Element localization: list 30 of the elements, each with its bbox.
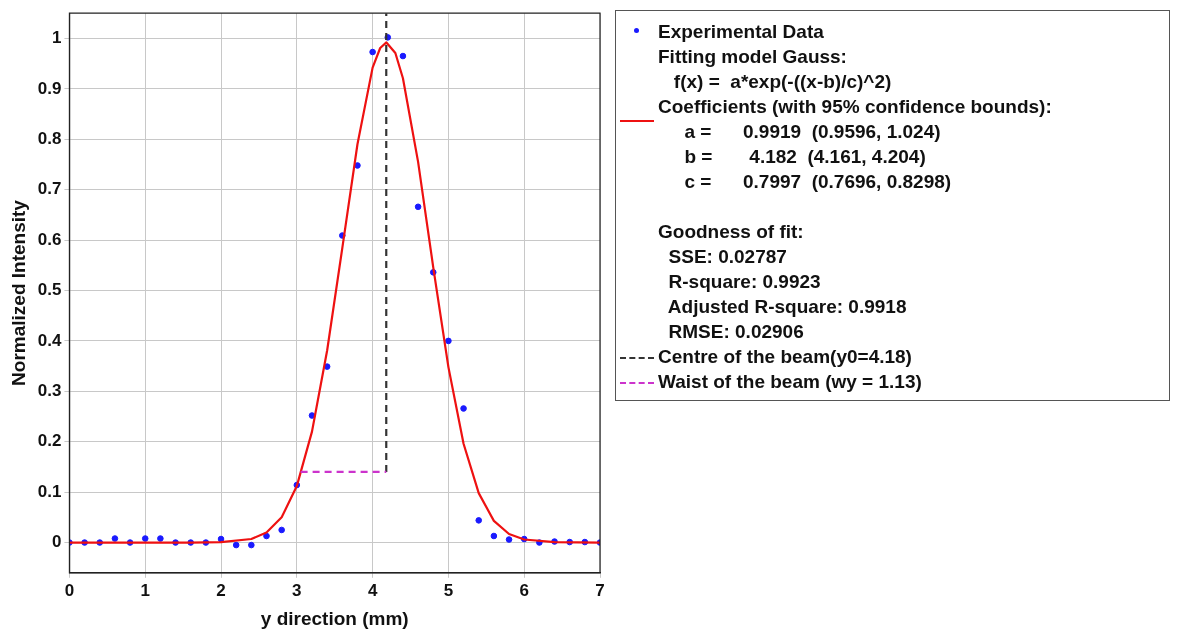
legend-label: Experimental Data [658,20,824,44]
y-tick-label: 0.3 [37,381,62,400]
y-axis-title: Normalized Intensity [7,199,29,386]
y-tick-label: 1 [51,28,62,48]
y-tick-label: 0.7 [37,179,62,199]
legend-label: Waist of the beam (wy = 1.13) [658,370,922,394]
y-tick-label: 0.1 [37,481,62,501]
y-tick-label: 0.5 [37,280,62,300]
x-tick-label: 3 [292,580,302,600]
y-tick-label: 0.8 [37,128,62,148]
x-tick-label: 4 [367,580,378,600]
text: RMSE: 0.02906 [667,320,804,344]
y-tick-label: 0 [51,532,62,552]
legend-label: Fitting model Gauss: f(x) = a*exp(-((x-b)/c)^2) Coefficients (with 95% confidence bounds): a = 0.9919 (0.9596, 1.024) b = 4.182 (4.161, 4.204) c = 0.7997 (0.7696, 0.8298) [658,45,1052,194]
y-tick-label: 0.4 [37,330,62,350]
x-axis-title: y direction (mm) [260,607,409,629]
y-tick-label: 0.9 [37,78,62,98]
legend-label: Centre of the beam(y0=4.18) [658,345,912,369]
text: SSE: 0.02787 [667,245,787,269]
y-tick-label: 0.2 [37,431,62,451]
text: Goodness of fit: [658,220,804,244]
x-tick-label: 7 [595,580,605,600]
x-tick-label: 1 [140,580,150,600]
x-tick-label: 0 [64,580,75,600]
x-tick-label: 2 [216,580,226,600]
x-tick-label: 6 [519,580,529,600]
x-tick-label: 5 [443,580,454,600]
y-tick-label: 0.6 [37,229,62,249]
text: Adjusted R-square: 0.9918 [666,295,907,319]
text: R-square: 0.9923 [667,270,821,294]
